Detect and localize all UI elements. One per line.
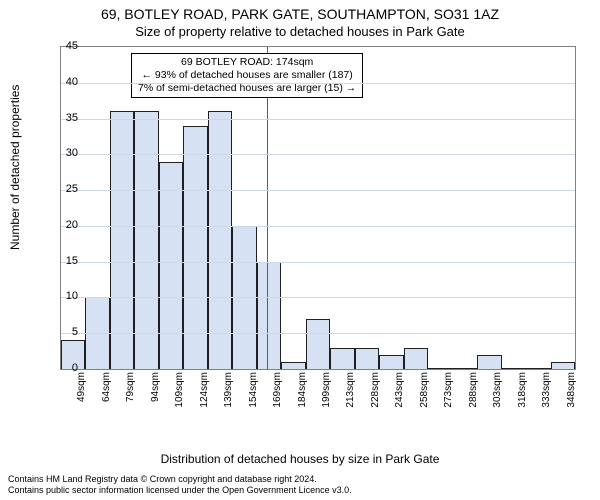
- bar: [281, 362, 305, 369]
- chart-title-sub: Size of property relative to detached ho…: [0, 24, 600, 39]
- plot-area: 69 BOTLEY ROAD: 174sqm ← 93% of detached…: [60, 46, 576, 370]
- gridline: [61, 226, 575, 227]
- y-tick-label: 0: [48, 362, 78, 374]
- y-tick-label: 15: [48, 255, 78, 267]
- annotation-line-1: 69 BOTLEY ROAD: 174sqm: [138, 56, 356, 69]
- x-tick-label: 154sqm: [248, 372, 259, 416]
- annotation-box: 69 BOTLEY ROAD: 174sqm ← 93% of detached…: [131, 53, 363, 98]
- bar: [134, 111, 158, 369]
- y-tick-label: 20: [48, 219, 78, 231]
- x-tick-label: 228sqm: [370, 372, 381, 416]
- footer-line-1: Contains HM Land Registry data © Crown c…: [8, 474, 352, 485]
- y-tick-label: 5: [48, 326, 78, 338]
- y-tick-label: 35: [48, 112, 78, 124]
- footer-line-2: Contains public sector information licen…: [8, 485, 352, 496]
- x-tick-label: 184sqm: [297, 372, 308, 416]
- y-axis-label: Number of detached properties: [8, 85, 22, 250]
- y-tick-label: 25: [48, 183, 78, 195]
- y-tick-label: 40: [48, 76, 78, 88]
- gridline: [61, 83, 575, 84]
- bar: [355, 348, 379, 369]
- x-tick-label: 273sqm: [443, 372, 454, 416]
- attribution-footer: Contains HM Land Registry data © Crown c…: [8, 474, 352, 496]
- gridline: [61, 297, 575, 298]
- x-tick-label: 213sqm: [345, 372, 356, 416]
- bar: [551, 362, 575, 369]
- x-tick-label: 303sqm: [492, 372, 503, 416]
- gridline: [61, 262, 575, 263]
- chart-container: 69, BOTLEY ROAD, PARK GATE, SOUTHAMPTON,…: [0, 0, 600, 500]
- x-tick-label: 94sqm: [150, 372, 161, 416]
- bar: [257, 262, 281, 369]
- chart-title-main: 69, BOTLEY ROAD, PARK GATE, SOUTHAMPTON,…: [0, 6, 600, 22]
- bar: [477, 355, 501, 369]
- x-tick-label: 79sqm: [125, 372, 136, 416]
- x-tick-label: 288sqm: [468, 372, 479, 416]
- bar: [404, 348, 428, 369]
- x-tick-label: 124sqm: [199, 372, 210, 416]
- bar: [526, 368, 550, 369]
- x-tick-label: 258sqm: [419, 372, 430, 416]
- bar: [502, 368, 526, 369]
- gridline: [61, 119, 575, 120]
- gridline: [61, 333, 575, 334]
- x-tick-label: 139sqm: [223, 372, 234, 416]
- gridline: [61, 154, 575, 155]
- x-tick-label: 348sqm: [566, 372, 577, 416]
- x-tick-label: 333sqm: [541, 372, 552, 416]
- gridline: [61, 190, 575, 191]
- bar: [110, 111, 134, 369]
- y-tick-label: 30: [48, 147, 78, 159]
- bar: [208, 111, 232, 369]
- x-axis-label: Distribution of detached houses by size …: [0, 452, 600, 466]
- x-tick-label: 318sqm: [517, 372, 528, 416]
- annotation-line-3: 7% of semi-detached houses are larger (1…: [138, 82, 356, 95]
- x-tick-label: 243sqm: [394, 372, 405, 416]
- bar: [159, 162, 183, 370]
- x-tick-label: 199sqm: [321, 372, 332, 416]
- bar: [428, 368, 452, 369]
- x-tick-label: 64sqm: [101, 372, 112, 416]
- bar: [453, 368, 477, 369]
- x-tick-label: 109sqm: [174, 372, 185, 416]
- x-tick-label: 169sqm: [272, 372, 283, 416]
- annotation-line-2: ← 93% of detached houses are smaller (18…: [138, 69, 356, 82]
- bar: [306, 319, 330, 369]
- x-tick-label: 49sqm: [76, 372, 87, 416]
- y-tick-label: 45: [48, 40, 78, 52]
- bar: [379, 355, 403, 369]
- bar: [330, 348, 354, 369]
- y-tick-label: 10: [48, 290, 78, 302]
